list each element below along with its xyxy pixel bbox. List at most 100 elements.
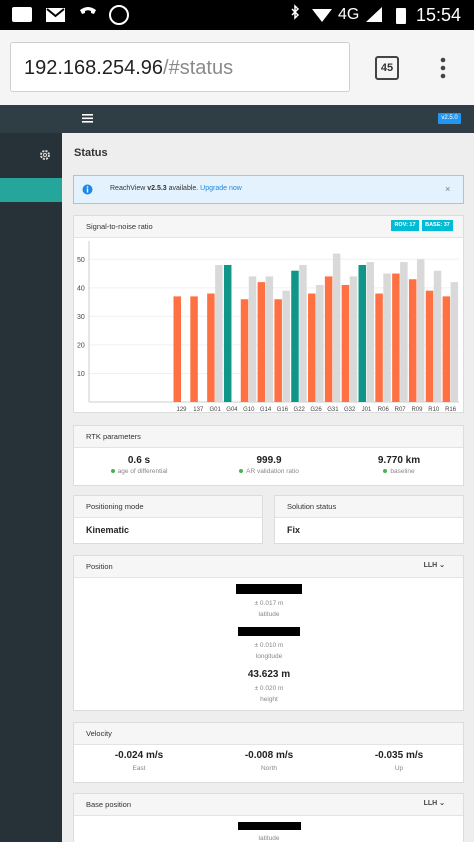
bar (291, 270, 299, 402)
status-dot (110, 469, 115, 474)
x-tick-label: G04 (226, 407, 238, 412)
rtk-label: AR validation ratio (204, 468, 334, 475)
x-tick-label: J01 (362, 407, 372, 412)
rtk-panel: RTK parameters 0.6 s age of differential… (73, 425, 464, 486)
bar (316, 284, 324, 402)
y-tick-label: 30 (77, 314, 85, 321)
x-tick-label: R07 (395, 407, 407, 412)
positioning-mode-panel: Positioning mode Kinematic (73, 495, 263, 544)
bar (392, 273, 400, 402)
bar (324, 276, 333, 402)
bar (433, 270, 442, 402)
bar (425, 290, 434, 402)
bar (400, 262, 408, 402)
x-tick-label: G31 (327, 407, 339, 412)
page-title: Status (74, 147, 108, 159)
status-icons (12, 4, 406, 25)
bar (274, 299, 282, 402)
y-tick-label: 50 (77, 257, 85, 264)
x-tick-label: G16 (277, 407, 289, 412)
alert-body: available. (166, 185, 201, 192)
redacted-value (236, 584, 302, 594)
rtk-label: age of differential (74, 468, 204, 475)
y-tick-label: 40 (77, 285, 85, 292)
url-box[interactable]: 192.168.254.96/#status (10, 42, 350, 92)
position-panel: Position LLH ⌄ ± 0.017 m latitude ± 0.01… (73, 555, 464, 711)
x-tick-label: G32 (344, 407, 356, 412)
info-icon (82, 184, 93, 195)
error-text: ± 0.017 m (254, 600, 284, 607)
url-host: 192.168.254.96 (24, 57, 164, 79)
browser-menu[interactable] (438, 56, 448, 80)
x-tick-label: G14 (260, 407, 272, 412)
coord-label: height (260, 696, 278, 703)
url-path: /#status (163, 57, 234, 79)
status-dot (239, 469, 244, 474)
bar (215, 264, 223, 402)
x-tick-label: G01 (209, 407, 221, 412)
coord-label: latitude (258, 611, 280, 618)
bar (299, 264, 307, 402)
bar (207, 293, 215, 402)
format-select[interactable]: LLH ⌄ (423, 800, 445, 807)
bar (173, 296, 181, 402)
panel-title: RTK parameters (86, 432, 141, 441)
x-tick-label: R10 (428, 407, 440, 412)
bar (349, 276, 358, 402)
bar (375, 293, 383, 402)
alert-prefix: ReachView (110, 185, 148, 192)
panel-title: Positioning mode (86, 502, 144, 511)
velocity-value: -0.035 m/s (374, 750, 424, 761)
y-tick-label: 10 (77, 371, 85, 378)
bar (383, 273, 391, 402)
x-tick-label: R16 (445, 407, 457, 412)
legend-base: BASE: 37 (422, 220, 453, 231)
bar (240, 299, 249, 402)
x-tick-label: 137 (193, 407, 204, 412)
active-nav-item[interactable] (0, 178, 62, 202)
network-type: 4G (338, 6, 360, 23)
bar (257, 282, 266, 402)
settings-icon[interactable] (39, 149, 51, 161)
redacted-value (238, 627, 300, 636)
panel-title: Base position (86, 800, 132, 809)
url: 192.168.254.96/#status (24, 57, 233, 80)
velocity-label: Up (394, 765, 404, 772)
panel-title: Position (86, 562, 113, 571)
bar (282, 290, 290, 402)
status-bar: 4G 15:54 (0, 0, 474, 30)
sidebar (0, 133, 62, 842)
alert-close[interactable]: × (445, 184, 451, 194)
panel-title: Solution status (287, 502, 337, 511)
velocity-panel: Velocity -0.024 m/s East -0.008 m/s Nort… (73, 722, 464, 783)
legend-rover: ROV: 17 (391, 220, 419, 231)
velocity-value: -0.024 m/s (114, 750, 164, 761)
bar (248, 276, 257, 402)
alert-text: ReachView v2.5.3 available. Upgrade now (110, 185, 242, 192)
rtk-value: 9.770 km (377, 455, 421, 466)
status-dot (383, 469, 388, 474)
error-text: ± 0.020 m (254, 685, 284, 692)
panel-header (275, 496, 463, 518)
panel-header (74, 723, 463, 745)
upgrade-link[interactable]: Upgrade now (200, 185, 242, 192)
bar (408, 279, 417, 402)
tab-count[interactable]: 45 (375, 56, 399, 80)
rtk-label-text: age of differential (117, 468, 168, 475)
bar (450, 282, 459, 402)
velocity-label: North (261, 765, 277, 772)
menu-toggle[interactable] (82, 114, 93, 123)
rtk-label-text: AR validation ratio (246, 468, 299, 475)
clock: 15:54 (416, 5, 462, 25)
x-tick-label: R09 (411, 407, 423, 412)
app-header: v2.5.0 (0, 105, 474, 133)
x-tick-label: G10 (243, 407, 255, 412)
rtk-value: 999.9 (256, 455, 282, 466)
format-select[interactable]: LLH ⌄ (423, 562, 445, 569)
panel-header (74, 556, 463, 578)
bar (265, 276, 274, 402)
solution-status-panel: Solution status Fix (274, 495, 464, 544)
bar (308, 293, 316, 402)
